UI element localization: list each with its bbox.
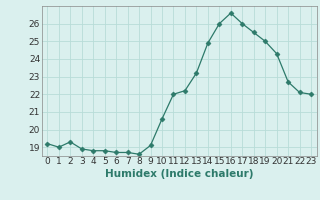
X-axis label: Humidex (Indice chaleur): Humidex (Indice chaleur) <box>105 169 253 179</box>
